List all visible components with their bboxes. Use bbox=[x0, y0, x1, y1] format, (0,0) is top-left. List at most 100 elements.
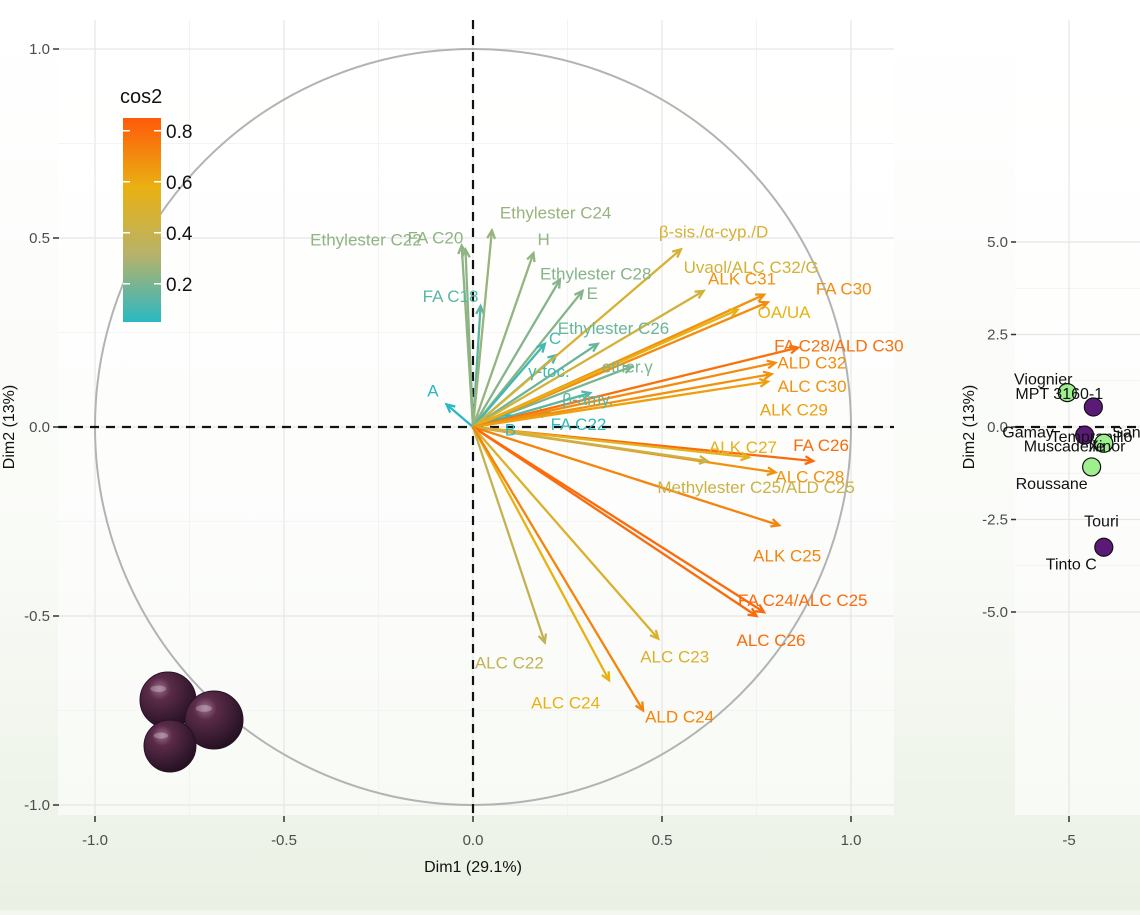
y-tick-label: 5.0 bbox=[987, 234, 1008, 251]
arrow-head bbox=[588, 342, 600, 353]
variable-label: FA C30 bbox=[816, 279, 872, 298]
legend-tick-label: 0.4 bbox=[166, 224, 193, 245]
individual-label: MPT 3160-1 bbox=[1015, 386, 1103, 403]
x-tick-label: 1.0 bbox=[841, 832, 862, 849]
individual-point bbox=[1083, 397, 1103, 417]
legend-title: cos2 bbox=[120, 86, 162, 108]
arrow-head bbox=[754, 603, 767, 614]
arrow-head bbox=[573, 288, 585, 300]
correlation-circle-panel: -1.0 -0.5 0.0 0.5 1.0 -1.0 -0.5 0.0 0.5 1.0 Dim1 (… bbox=[1, 20, 904, 876]
variable-label: Uvaol/ALC C32/G bbox=[684, 258, 819, 277]
variable-label: ALC C26 bbox=[737, 631, 806, 650]
grape-cluster-image bbox=[139, 671, 244, 773]
grape-highlight bbox=[195, 704, 212, 712]
variable-label: ALC C22 bbox=[475, 653, 544, 672]
variable-label: ALK C31 bbox=[708, 270, 776, 289]
arrow-line bbox=[471, 252, 535, 428]
variable-label: ALC C28 bbox=[775, 467, 844, 486]
variable-label: FA C24/ALC C25 bbox=[738, 591, 867, 610]
grape-icon bbox=[184, 690, 244, 750]
variable-label: ALK C25 bbox=[753, 546, 821, 565]
variable-label: FA C18 bbox=[423, 287, 479, 306]
arrow-line bbox=[472, 426, 645, 712]
cos2-legend: cos2 0.2 0.4 0.6 0.8 bbox=[120, 86, 193, 322]
variable-label: Ethylester C24 bbox=[500, 203, 612, 222]
arrow-head bbox=[486, 227, 497, 240]
individual-point bbox=[1094, 537, 1114, 557]
arrow-line bbox=[472, 361, 776, 429]
legend-tick-label: 0.6 bbox=[166, 173, 192, 194]
arrow-line bbox=[460, 245, 475, 428]
arrow-head bbox=[804, 455, 816, 466]
variable-label: β-amy. bbox=[562, 390, 613, 409]
arrow-head bbox=[694, 289, 706, 300]
y-tick-label: 0.0 bbox=[987, 419, 1008, 436]
variable-label: ether.γ bbox=[602, 358, 654, 377]
y-tick-label: -0.5 bbox=[24, 608, 50, 625]
individual-label: Tinto C bbox=[1046, 556, 1097, 573]
arrow-head bbox=[526, 250, 536, 263]
variable-label: FA C22 bbox=[551, 415, 607, 434]
arrow-line bbox=[472, 425, 750, 459]
arrow-line bbox=[472, 278, 561, 428]
arrow-line bbox=[471, 230, 494, 428]
variable-label: β-sis./α-cyp./D bbox=[659, 222, 768, 241]
variable-label: γ-toc. bbox=[528, 362, 570, 381]
arrow-line bbox=[471, 426, 611, 681]
arrow-line bbox=[472, 380, 769, 429]
arrow-head bbox=[762, 370, 775, 381]
y-tick-label: -2.5 bbox=[982, 512, 1008, 529]
arrow-line bbox=[472, 426, 765, 614]
x-tick-label: -1.0 bbox=[82, 832, 108, 849]
y-tick-label: -1.0 bbox=[24, 797, 50, 814]
y-tick-label: 1.0 bbox=[29, 41, 50, 58]
grape-highlight bbox=[153, 732, 169, 739]
variable-label: Methylester C25/ALD C25 bbox=[657, 478, 854, 497]
arrow-line bbox=[472, 425, 780, 527]
variable-label: Ethylester C22 bbox=[310, 231, 422, 250]
y-tick-label: 0.0 bbox=[29, 419, 50, 436]
arrow-head bbox=[789, 344, 801, 355]
individual-label: Touri bbox=[1084, 514, 1119, 531]
arrow-head bbox=[649, 629, 660, 641]
variable-label: FA C26 bbox=[793, 436, 849, 455]
variable-label: H bbox=[537, 230, 549, 249]
y-axis-title: Dim2 (13%) bbox=[961, 385, 978, 469]
individuals-grid bbox=[1015, 20, 1140, 815]
x-tick-label: 0.5 bbox=[652, 832, 673, 849]
y-tick-label: 2.5 bbox=[987, 327, 1008, 344]
y-axis-title: Dim2 (13%) bbox=[1, 385, 18, 469]
variable-label: OA/UA bbox=[758, 303, 812, 322]
variable-label: ALD C32 bbox=[777, 354, 846, 373]
individual-label: Muscadelle bbox=[1024, 438, 1105, 455]
arrow-head bbox=[755, 293, 767, 303]
x-tick-label: -0.5 bbox=[271, 832, 297, 849]
arrow-head bbox=[601, 671, 611, 683]
grape-icon bbox=[143, 719, 197, 773]
individual-label: Gamay bbox=[1002, 424, 1054, 441]
individual-point bbox=[1094, 433, 1114, 453]
individual-label: Xinor bbox=[1088, 439, 1126, 456]
variable-label: B bbox=[505, 421, 516, 440]
arrow-head bbox=[536, 341, 547, 353]
individual-point bbox=[1082, 457, 1102, 477]
arrow-head bbox=[728, 308, 741, 318]
individual-point bbox=[1075, 425, 1095, 445]
arrow-line bbox=[445, 403, 474, 428]
variable-label: ALD C24 bbox=[645, 708, 714, 727]
arrow-head bbox=[634, 701, 645, 713]
variable-label: C bbox=[549, 329, 561, 348]
y-tick-label: -5.0 bbox=[982, 604, 1008, 621]
grid bbox=[58, 20, 894, 815]
arrow-head bbox=[698, 455, 710, 465]
arrow-line bbox=[472, 343, 546, 428]
arrow-line bbox=[472, 342, 599, 428]
arrow-line bbox=[472, 425, 708, 463]
arrow-line bbox=[471, 426, 546, 643]
arrow-head bbox=[766, 466, 779, 477]
variable-label: E bbox=[587, 284, 598, 303]
variable-label: Ethylester C26 bbox=[558, 319, 670, 338]
